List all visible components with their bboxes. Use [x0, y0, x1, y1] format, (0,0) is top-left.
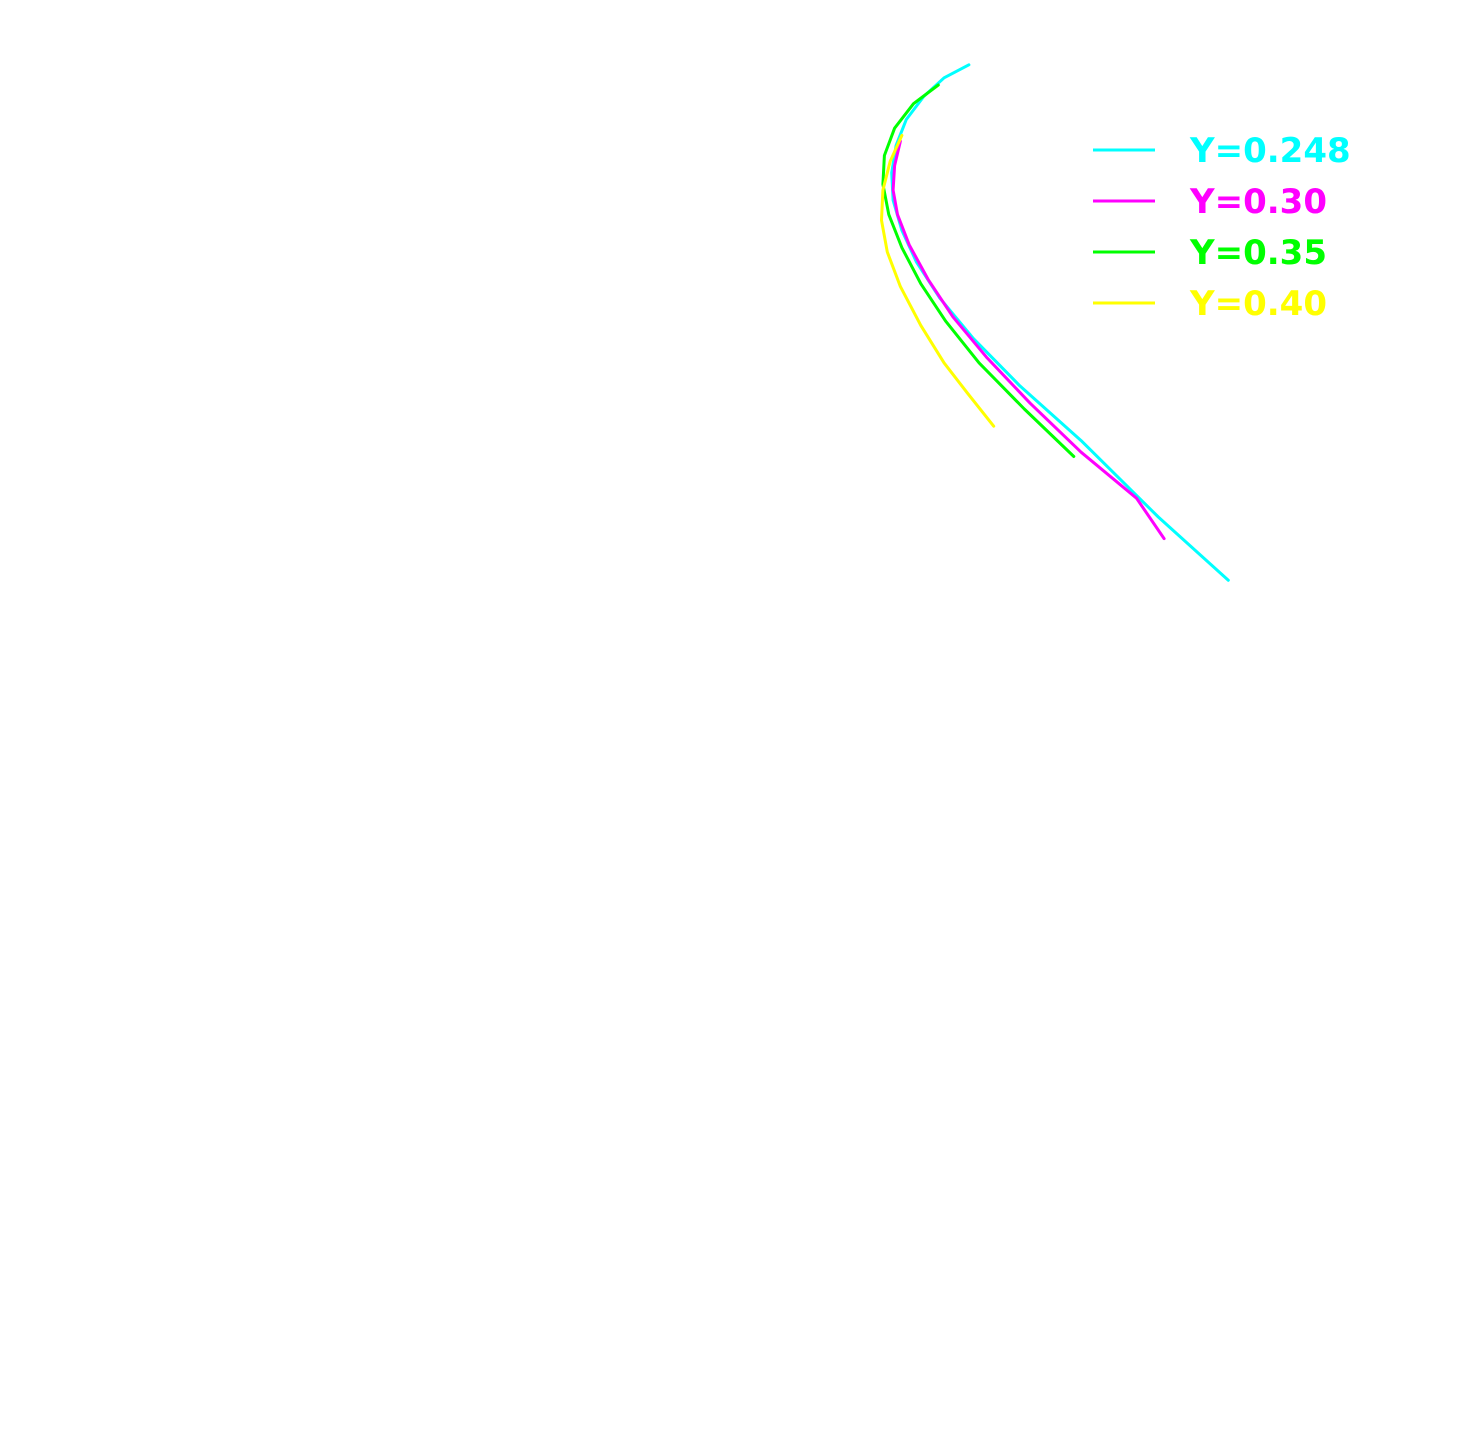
legend-label-3: Y=0.35 [1189, 233, 1327, 273]
series-line-4 [880, 133, 996, 428]
series-line-1 [890, 63, 1230, 582]
series-line-2 [891, 139, 1166, 541]
series-layer [880, 63, 1230, 582]
series-line-3 [881, 83, 1076, 458]
legend: Y=0.248 Y=0.30 Y=0.35 Y=0.40 [1093, 131, 1351, 324]
legend-label-2: Y=0.30 [1189, 182, 1327, 222]
legend-label-4: Y=0.40 [1189, 284, 1327, 324]
legend-label-1: Y=0.248 [1189, 131, 1351, 171]
